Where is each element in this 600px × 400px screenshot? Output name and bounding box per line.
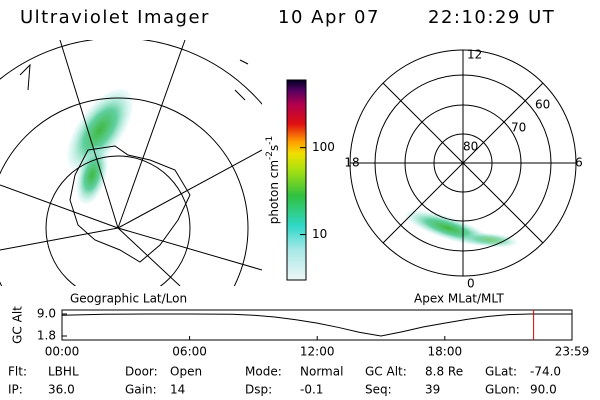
colorbar-unit: s bbox=[267, 145, 281, 151]
colorbar-tick-label: 10 bbox=[312, 227, 327, 241]
field-label: GC Alt: bbox=[365, 365, 407, 379]
lat-label: 70 bbox=[511, 121, 526, 135]
field-value: 39 bbox=[425, 383, 440, 397]
y-tick-label: 1.8 bbox=[37, 329, 56, 343]
field-value: LBHL bbox=[48, 365, 79, 379]
field-value: 14 bbox=[170, 383, 185, 397]
field-label: Dsp: bbox=[245, 383, 272, 397]
lat-label: 60 bbox=[535, 98, 550, 112]
mlt-label: 18 bbox=[344, 156, 359, 170]
polar-plot bbox=[349, 49, 577, 277]
colorbar-exp: -2 bbox=[265, 151, 275, 160]
altitude-curve bbox=[61, 313, 572, 337]
field-label: Flt: bbox=[8, 365, 27, 379]
timeline-axis-label: GC Alt bbox=[11, 306, 25, 344]
field-value: -0.1 bbox=[300, 383, 323, 397]
field-label: Gain: bbox=[125, 383, 157, 397]
date: 10 Apr 07 bbox=[278, 7, 380, 28]
field-value: Normal bbox=[300, 365, 343, 379]
field-value: Open bbox=[170, 365, 202, 379]
mlt-label: 6 bbox=[575, 156, 583, 170]
colorbar-unit: photon cm bbox=[267, 160, 281, 224]
field-value: 90.0 bbox=[530, 383, 557, 397]
colorbar-label: photon cm-2s-1 bbox=[265, 136, 281, 225]
field-value: -74.0 bbox=[530, 365, 561, 379]
field-label: Door: bbox=[125, 365, 158, 379]
geographic-map bbox=[0, 40, 262, 286]
field-label: Mode: bbox=[245, 365, 282, 379]
field-value: 36.0 bbox=[48, 383, 75, 397]
x-tick-label: 18:00 bbox=[428, 345, 463, 359]
colorbar bbox=[286, 79, 307, 281]
field-label: Seq: bbox=[365, 383, 392, 397]
field-label: GLat: bbox=[485, 365, 517, 379]
left-panel-label: Geographic Lat/Lon bbox=[70, 292, 187, 306]
colorbar-exp: -1 bbox=[265, 136, 275, 145]
x-tick-label: 06:00 bbox=[172, 345, 207, 359]
colorbar-tick-label: 100 bbox=[312, 140, 335, 154]
right-panel-label: Apex MLat/MLT bbox=[414, 292, 504, 306]
lat-label: 80 bbox=[463, 140, 478, 154]
mlt-label: 12 bbox=[467, 48, 482, 62]
field-label: IP: bbox=[8, 383, 23, 397]
mlt-label: 0 bbox=[467, 277, 475, 291]
field-value: 8.8 Re bbox=[425, 365, 463, 379]
x-tick-label: 00:00 bbox=[45, 345, 80, 359]
title: Ultraviolet Imager bbox=[20, 7, 210, 28]
field-label: GLon: bbox=[485, 383, 520, 397]
x-tick-label: 23:59 bbox=[555, 345, 590, 359]
y-tick-label: 9.0 bbox=[37, 307, 56, 321]
x-tick-label: 12:00 bbox=[300, 345, 335, 359]
time: 22:10:29 UT bbox=[428, 7, 555, 28]
